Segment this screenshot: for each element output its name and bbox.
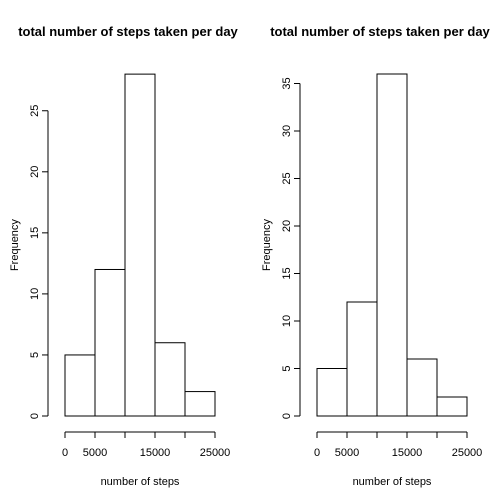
histogram-bar [184,391,216,417]
bars [64,73,216,417]
x-tick-label: 5000 [83,447,107,459]
x-axis: 0 5000 15000 25000 [62,431,231,459]
y-tick-label: 20 [29,166,41,178]
histogram-bar [316,368,348,417]
chart-title: total number of steps taken per day [270,24,490,39]
x-tick-label: 25000 [200,447,231,459]
chart-title: total number of steps taken per day [18,24,238,39]
histogram-bar [346,301,378,417]
y-tick-label: 25 [281,172,293,184]
x-axis-label: number of steps [353,476,432,488]
y-tick-label: 15 [281,267,293,279]
x-axis: 0 5000 15000 25000 [314,431,483,459]
histogram-bar [94,268,126,417]
y-tick-label: 25 [29,105,41,117]
histogram-panel-left: total number of steps taken per day numb… [9,24,239,488]
histogram-bar [124,73,156,417]
x-tick-label: 5000 [335,447,359,459]
y-tick-label: 30 [281,125,293,137]
y-axis-label: Frequency [261,219,273,271]
histogram-bar [376,73,408,417]
y-axis: 0 5 10 15 20 25 [29,105,49,419]
y-axis-label: Frequency [9,219,21,271]
y-tick-label: 15 [29,227,41,239]
histogram-panel-right: total number of steps taken per day numb… [261,24,491,488]
x-tick-label: 25000 [452,447,483,459]
bars [316,73,468,417]
y-tick-label: 20 [281,220,293,232]
y-tick-label: 35 [281,77,293,89]
x-tick-label: 0 [314,447,320,459]
histogram-bar [64,354,96,417]
y-tick-label: 0 [29,413,41,419]
x-axis-label: number of steps [101,476,180,488]
histogram-bar [436,396,468,417]
y-tick-label: 0 [281,413,293,419]
y-tick-label: 5 [29,352,41,358]
y-tick-label: 5 [281,365,293,371]
y-axis: 0 5 10 15 20 25 30 35 [281,77,301,419]
histogram-bar [406,358,438,417]
x-tick-label: 0 [62,447,68,459]
x-tick-label: 15000 [392,447,423,459]
y-tick-label: 10 [281,315,293,327]
y-tick-label: 10 [29,288,41,300]
x-tick-label: 15000 [140,447,171,459]
histogram-bar [154,342,186,417]
